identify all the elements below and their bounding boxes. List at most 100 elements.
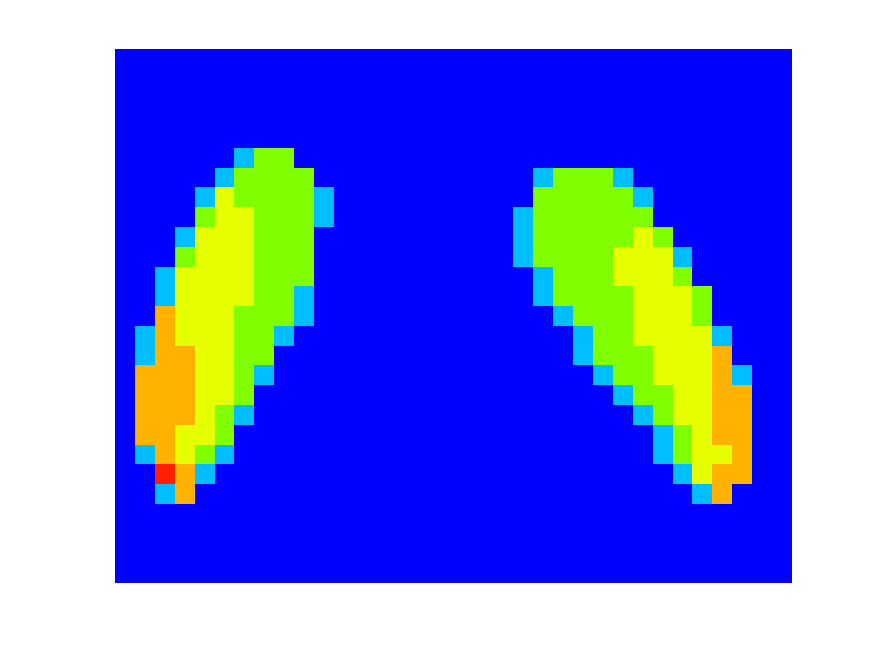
heatmap-cell [334, 484, 355, 504]
heatmap-cell [374, 89, 395, 109]
heatmap-cell [533, 148, 554, 168]
heatmap-cell [274, 168, 295, 188]
heatmap-cell [175, 187, 196, 207]
heatmap-cell [593, 464, 614, 484]
heatmap-cell [454, 445, 475, 465]
heatmap-cell [314, 108, 335, 128]
heatmap-cell [155, 108, 176, 128]
heatmap-cell [294, 484, 315, 504]
heatmap-cell [613, 524, 634, 544]
heatmap-cell [215, 543, 236, 563]
heatmap-cell [414, 187, 435, 207]
heatmap-cell [692, 286, 713, 306]
heatmap-cell [473, 49, 494, 69]
heatmap-cell [155, 326, 176, 346]
heatmap-cell [234, 69, 255, 89]
heatmap-cell [334, 69, 355, 89]
heatmap-cell [195, 108, 216, 128]
heatmap-cell [195, 227, 216, 247]
heatmap-cell [712, 69, 733, 89]
heatmap-cell [115, 445, 136, 465]
heatmap-cell [274, 445, 295, 465]
heatmap-cell [533, 504, 554, 524]
heatmap-cell [394, 543, 415, 563]
heatmap-cell [752, 543, 773, 563]
heatmap-cell [613, 405, 634, 425]
heatmap-cell [414, 247, 435, 267]
heatmap-cell [274, 148, 295, 168]
heatmap-cell [234, 247, 255, 267]
heatmap-cell [653, 524, 674, 544]
heatmap-cell [712, 187, 733, 207]
heatmap-cell [473, 405, 494, 425]
heatmap-cell [553, 247, 574, 267]
heatmap-cell [513, 504, 534, 524]
heatmap-cell [553, 405, 574, 425]
heatmap-cell [752, 405, 773, 425]
heatmap-cell [294, 425, 315, 445]
heatmap-cell [334, 128, 355, 148]
heatmap-cell [473, 445, 494, 465]
heatmap-cell [234, 286, 255, 306]
heatmap-cell [473, 69, 494, 89]
heatmap-cell [613, 227, 634, 247]
heatmap-cell [394, 247, 415, 267]
heatmap-cell [533, 69, 554, 89]
heatmap-cell [573, 267, 594, 287]
heatmap-cell [155, 128, 176, 148]
heatmap-cell [374, 49, 395, 69]
heatmap-cell [234, 187, 255, 207]
heatmap-cell [454, 524, 475, 544]
heatmap-cell [692, 504, 713, 524]
heatmap-cell [533, 326, 554, 346]
heatmap-cell [732, 504, 753, 524]
heatmap-cell [314, 524, 335, 544]
heatmap-cell [593, 267, 614, 287]
heatmap-cell [454, 128, 475, 148]
heatmap-cell [314, 464, 335, 484]
heatmap-cell [195, 207, 216, 227]
heatmap-cell [493, 247, 514, 267]
heatmap-cell [394, 484, 415, 504]
heatmap-cell [195, 148, 216, 168]
heatmap-cell [394, 108, 415, 128]
heatmap-cell [613, 504, 634, 524]
heatmap-cell [294, 346, 315, 366]
heatmap-cell [593, 346, 614, 366]
heatmap-cell [155, 148, 176, 168]
heatmap-cell [593, 128, 614, 148]
heatmap-cell [633, 524, 654, 544]
heatmap-cell [633, 168, 654, 188]
heatmap-cell [772, 464, 792, 484]
heatmap-cell [334, 227, 355, 247]
heatmap-cell [712, 365, 733, 385]
heatmap-cell [135, 227, 156, 247]
heatmap-cell [354, 326, 375, 346]
heatmap-cell [314, 365, 335, 385]
heatmap-cell [414, 346, 435, 366]
heatmap-cell [553, 464, 574, 484]
heatmap-cell [195, 306, 216, 326]
heatmap-cell [434, 227, 455, 247]
heatmap-cell [633, 227, 654, 247]
heatmap-cell [613, 445, 634, 465]
heatmap-cell [692, 227, 713, 247]
heatmap-cell [215, 524, 236, 544]
heatmap-cell [254, 49, 275, 69]
heatmap-cell [692, 168, 713, 188]
heatmap-cell [374, 543, 395, 563]
heatmap-cell [215, 247, 236, 267]
heatmap-cell [374, 247, 395, 267]
heatmap-cell [314, 128, 335, 148]
heatmap-cell [473, 148, 494, 168]
heatmap-cell [513, 306, 534, 326]
heatmap-cell [513, 484, 534, 504]
heatmap-cell [414, 108, 435, 128]
heatmap-cell [394, 207, 415, 227]
heatmap-cell [434, 405, 455, 425]
heatmap-cell [454, 168, 475, 188]
heatmap-cell [593, 563, 614, 583]
heatmap-cell [513, 405, 534, 425]
heatmap-cell [454, 108, 475, 128]
heatmap-cell [254, 445, 275, 465]
